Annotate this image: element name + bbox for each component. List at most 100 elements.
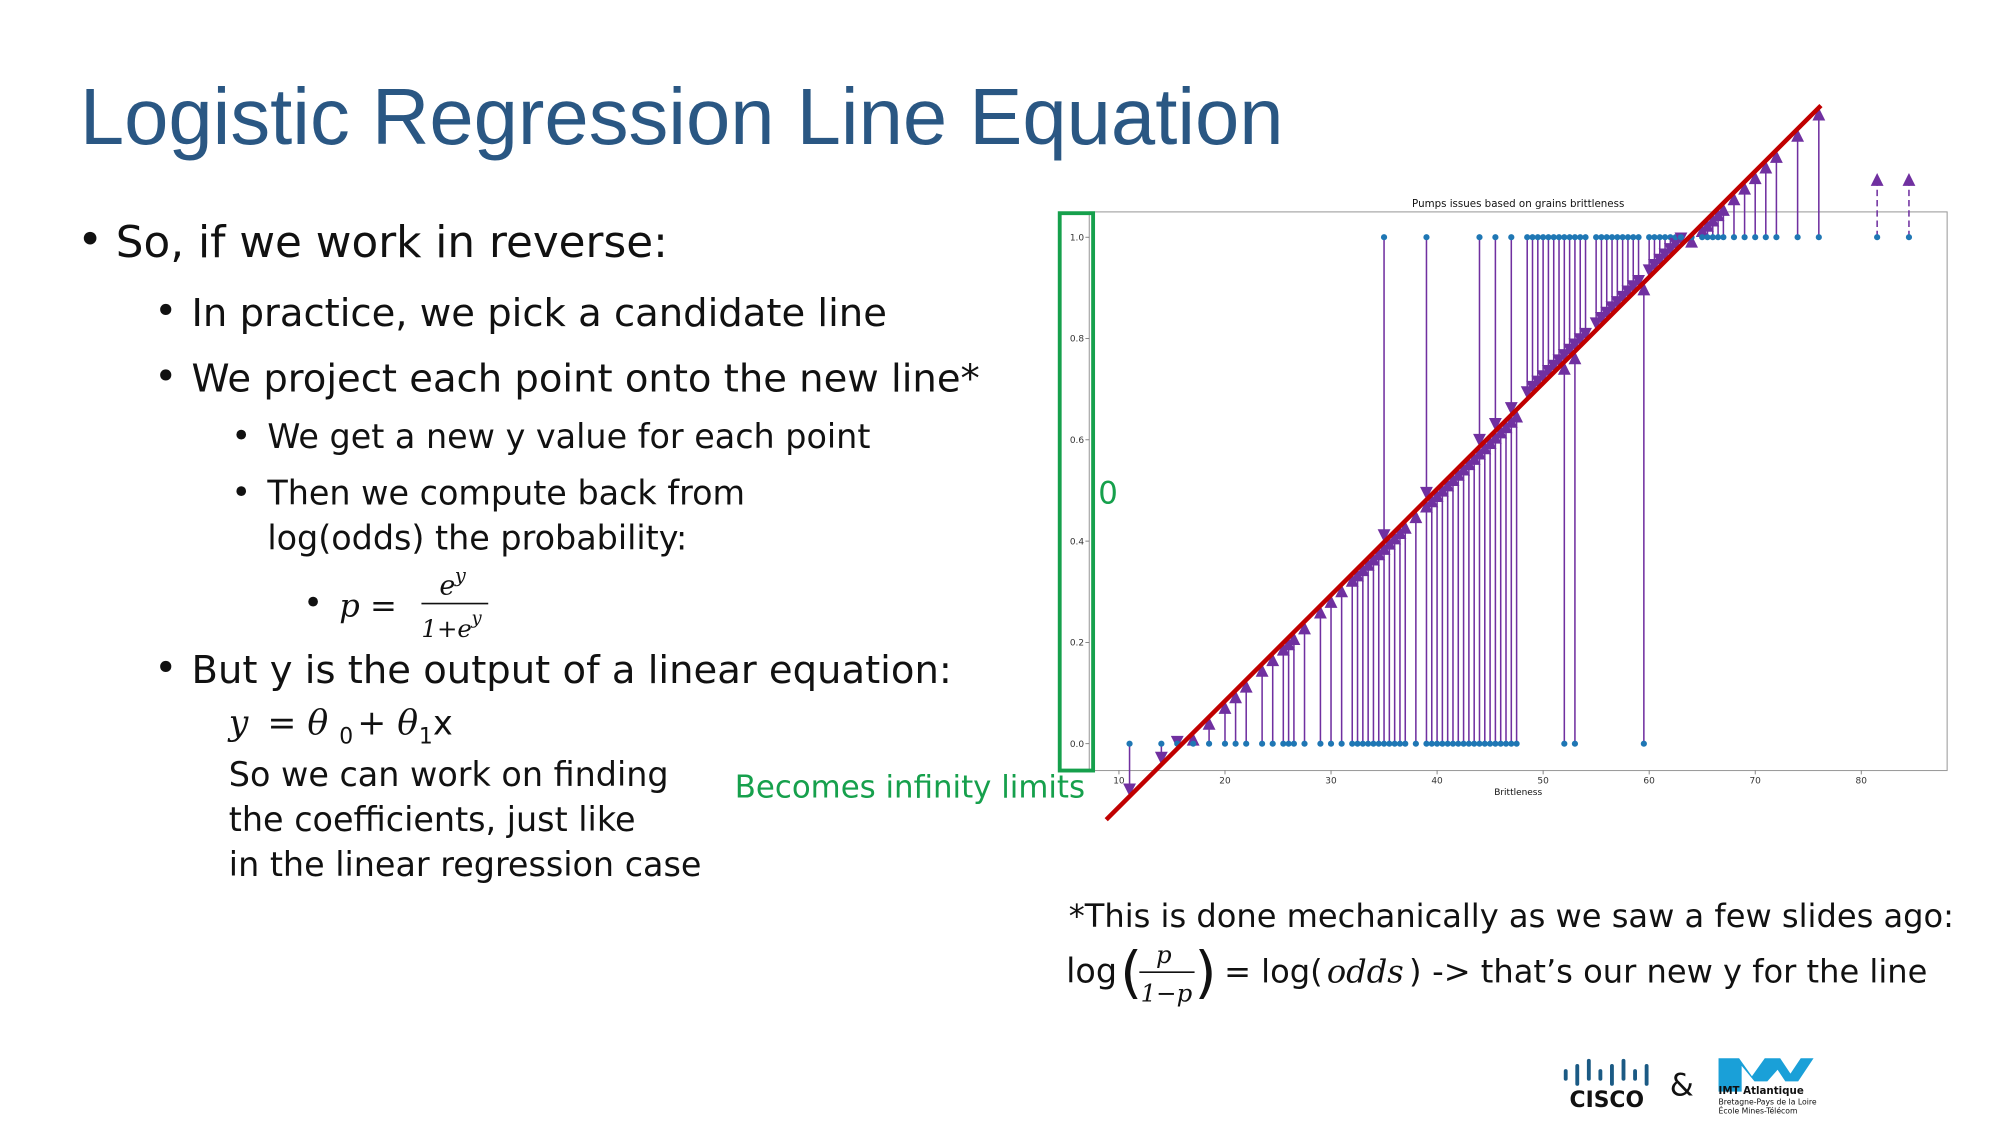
data-point: [1730, 234, 1738, 241]
arrow-head: [1218, 701, 1232, 714]
bullet: log(odds) the probability:: [267, 519, 687, 558]
arrow-head: [1377, 529, 1391, 543]
equation-part: = θ: [267, 704, 328, 744]
highlight-box: [1057, 211, 1096, 773]
data-point: [1571, 740, 1579, 747]
y-tick-label: 0.4: [1070, 537, 1085, 547]
data-point: [1561, 740, 1568, 747]
data-point: [1243, 740, 1250, 747]
bullet: So, if we work in reverse:: [116, 217, 668, 268]
data-point: [1720, 234, 1727, 241]
footnote: *This is done mechanically as we saw a f…: [1069, 897, 1954, 935]
data-point: [1608, 234, 1616, 241]
data-point: [1577, 234, 1584, 241]
x-tick-label: 60: [1643, 776, 1655, 786]
data-point: [1481, 740, 1488, 747]
data-point: [1455, 740, 1462, 747]
data-point: [1534, 234, 1541, 241]
bullet-dot: •: [154, 289, 177, 334]
imt-logo: IMT Atlantique Bretagne-Pays de la Loire…: [1718, 1058, 1817, 1115]
equation-sub: 1: [419, 725, 433, 750]
arrow-head: [1902, 173, 1916, 186]
data-point: [1338, 740, 1345, 747]
data-point: [1709, 234, 1716, 241]
data-point: [1640, 740, 1647, 747]
equation-lhs: y: [227, 704, 249, 744]
data-point: [1365, 740, 1372, 747]
bullet-dot: •: [231, 416, 251, 455]
data-point: [1508, 740, 1515, 747]
data-point: [1380, 740, 1388, 747]
arrow-head: [1186, 732, 1200, 746]
arrow-head: [1557, 361, 1571, 375]
data-point: [1476, 740, 1483, 747]
footnote-math: log: [1066, 951, 1117, 990]
arrow-head: [1748, 171, 1762, 185]
text-line: in the linear regression case: [229, 845, 702, 884]
text-line: So we can work on finding: [229, 755, 669, 794]
arrow-head: [1632, 274, 1645, 288]
paren: (: [1120, 940, 1142, 1005]
footnote-den: 1−p: [1141, 979, 1193, 1008]
data-point: [1327, 740, 1335, 747]
data-point: [1396, 740, 1404, 747]
data-point: [1704, 234, 1711, 241]
data-point: [1561, 234, 1568, 241]
data-point: [1661, 234, 1669, 241]
bullet: Then we compute back from: [266, 474, 745, 513]
formula-num-exp: y: [454, 564, 467, 587]
arrow-head: [1738, 181, 1752, 195]
data-point: [1550, 234, 1557, 241]
data-point: [1593, 234, 1600, 241]
data-point: [1714, 234, 1722, 241]
slide-title: Logistic Regression Line Equation: [80, 72, 1284, 161]
data-point: [1815, 234, 1822, 241]
logo-text: Bretagne-Pays de la Loire: [1719, 1097, 1817, 1106]
formula-den-exp: y: [471, 608, 483, 629]
data-point: [1497, 740, 1504, 747]
logo-amp: &: [1670, 1067, 1694, 1103]
arrow-head: [1870, 173, 1884, 186]
data-point: [1391, 740, 1398, 747]
data-point: [1317, 740, 1324, 747]
bullet: We project each point onto the new line*: [192, 357, 980, 402]
x-tick-label: 40: [1431, 776, 1443, 786]
data-point: [1741, 234, 1748, 241]
arrow-head: [1769, 150, 1783, 163]
data-point: [1290, 740, 1297, 747]
logo-text: CISCO: [1570, 1088, 1644, 1113]
data-point: [1375, 740, 1382, 747]
arrow-head: [1420, 486, 1433, 500]
y-tick-label: 0.8: [1070, 335, 1085, 345]
data-point: [1386, 740, 1393, 747]
y-tick-label: 0.2: [1070, 639, 1084, 649]
data-point: [1651, 234, 1658, 241]
data-point: [1428, 740, 1435, 747]
data-point: [1492, 234, 1499, 241]
x-tick-label: 80: [1856, 776, 1868, 786]
arrow-head: [1298, 621, 1311, 635]
data-point: [1614, 234, 1621, 241]
formula-num: e: [439, 571, 455, 602]
data-point: [1794, 234, 1801, 241]
logo-text: IMT Atlantique: [1719, 1085, 1804, 1097]
equation-sub: 0: [339, 725, 353, 750]
x-tick-label: 70: [1749, 776, 1761, 786]
data-point: [1433, 740, 1441, 747]
data-point: [1752, 234, 1759, 241]
bullet: We get a new y value for each point: [267, 417, 870, 456]
data-point: [1232, 740, 1239, 747]
data-point: [1624, 234, 1632, 241]
arrow-head: [1637, 282, 1651, 296]
data-point: [1205, 740, 1213, 747]
data-point: [1555, 234, 1563, 241]
data-point: [1646, 234, 1653, 241]
arrow-head: [1488, 417, 1502, 431]
bullet-dot: •: [154, 646, 177, 691]
data-point: [1370, 740, 1377, 747]
annotation-zero: 0: [1098, 475, 1118, 511]
equation-part: x: [433, 704, 453, 743]
formula-lhs: p =: [339, 586, 397, 624]
arrow-head: [1504, 402, 1518, 415]
